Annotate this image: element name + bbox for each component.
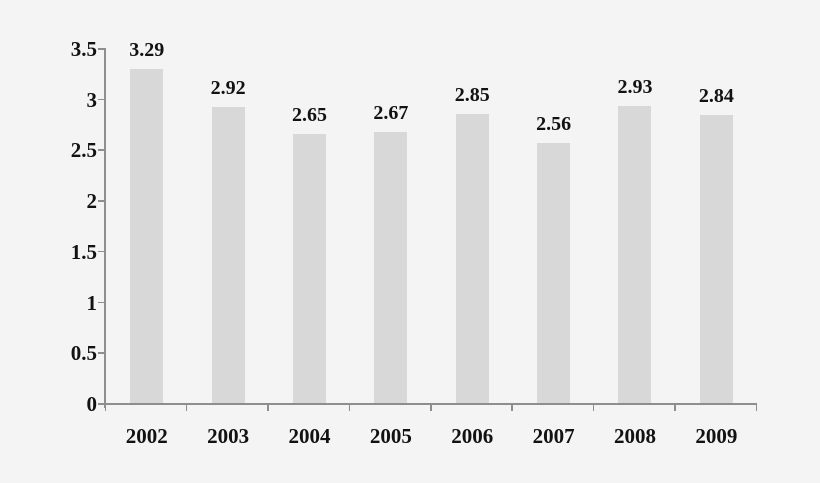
y-tick [98,352,104,354]
bar-2007 [537,143,571,403]
x-tick-label: 2006 [451,424,494,448]
x-tick-label: 2007 [532,424,575,448]
bar-2006 [455,113,489,403]
x-tick [511,405,513,411]
bar-2002 [130,69,164,403]
bar-value-label: 2.84 [698,84,734,107]
x-tick [348,405,351,411]
bar-value-label: 2.85 [454,83,490,106]
y-tick [98,98,104,101]
x-tick [755,405,757,411]
y-tick [98,301,104,304]
bar-value-label: 2.93 [617,75,653,98]
bar-2008 [618,105,652,403]
x-tick [267,405,269,411]
x-tick-label: 2003 [207,424,250,448]
bar-2009 [699,114,733,403]
x-tick-label: 2005 [369,424,412,448]
x-axis-line [104,403,757,405]
x-tick-label: 2008 [613,424,656,448]
bar-value-label: 2.67 [373,102,409,125]
x-tick [430,405,432,411]
x-tick-label: 2002 [125,424,168,448]
x-tick [185,405,188,411]
y-tick-label: 0.5 [70,341,97,366]
y-axis-line [104,48,106,408]
bar-value-label: 2.65 [291,104,327,127]
x-tick [674,405,676,411]
y-tick [98,200,104,202]
y-tick [98,149,104,151]
y-tick [98,403,104,405]
y-tick-label: 1.5 [70,239,97,264]
y-tick [98,250,104,253]
y-tick-label: 3.5 [70,37,97,61]
bar-value-label: 3.29 [129,39,165,62]
bar-2005 [374,132,408,403]
x-tick [104,405,106,411]
bar-2004 [292,134,326,403]
y-tick-label: 0 [86,392,98,416]
bar-2003 [211,106,245,403]
y-tick [98,48,104,50]
x-tick-label: 2004 [288,424,331,448]
y-tick-label: 2 [86,189,98,214]
bar-value-label: 2.56 [536,113,572,136]
x-tick-label: 2009 [695,424,738,448]
y-tick-label: 2.5 [70,138,97,163]
bar-value-label: 2.92 [210,76,246,99]
x-tick [592,405,595,411]
y-tick-label: 3 [86,87,98,112]
y-tick-label: 1 [86,290,98,315]
